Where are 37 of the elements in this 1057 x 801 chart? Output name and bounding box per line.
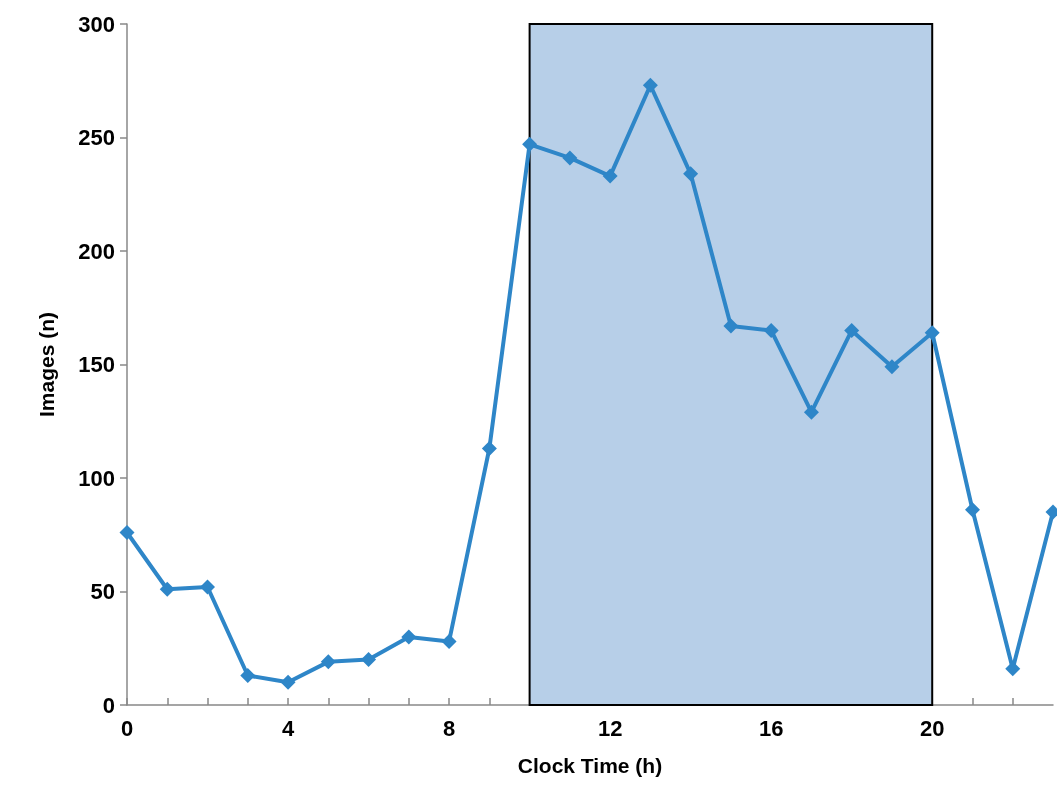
y-tick-label: 50 bbox=[90, 579, 115, 604]
point bbox=[280, 674, 296, 690]
y-tick-label: 250 bbox=[78, 125, 115, 150]
point bbox=[522, 136, 538, 152]
point bbox=[562, 150, 578, 166]
x-tick-label: 20 bbox=[919, 715, 945, 741]
point bbox=[441, 633, 457, 649]
point bbox=[602, 168, 618, 184]
x-tick-label: 16 bbox=[758, 715, 784, 741]
point bbox=[401, 629, 417, 645]
point bbox=[763, 322, 779, 338]
point bbox=[159, 581, 175, 597]
point bbox=[683, 166, 699, 182]
point bbox=[119, 524, 135, 540]
point bbox=[320, 654, 336, 670]
x-axis-title: Clock Time (h) bbox=[517, 754, 663, 777]
point bbox=[361, 652, 377, 668]
point bbox=[642, 77, 658, 93]
point bbox=[803, 404, 819, 420]
x-tick-label: 0 bbox=[120, 715, 134, 741]
point bbox=[844, 322, 860, 338]
y-tick-label: 300 bbox=[78, 11, 115, 37]
y-tick-label: 0 bbox=[102, 692, 115, 718]
point bbox=[481, 440, 497, 456]
y-tick-label: 150 bbox=[78, 352, 115, 377]
point bbox=[200, 579, 216, 595]
point bbox=[240, 667, 256, 683]
y-tick-label: 100 bbox=[78, 465, 115, 491]
point bbox=[723, 318, 739, 334]
x-tick-label: 8 bbox=[442, 715, 456, 741]
point bbox=[964, 502, 980, 518]
y-tick-label: 200 bbox=[78, 238, 115, 264]
y-axis-title: Images (n) bbox=[35, 311, 58, 418]
point bbox=[924, 325, 940, 341]
x-tick-label: 12 bbox=[597, 715, 623, 741]
point bbox=[884, 359, 900, 375]
x-tick-label: 4 bbox=[281, 715, 295, 741]
